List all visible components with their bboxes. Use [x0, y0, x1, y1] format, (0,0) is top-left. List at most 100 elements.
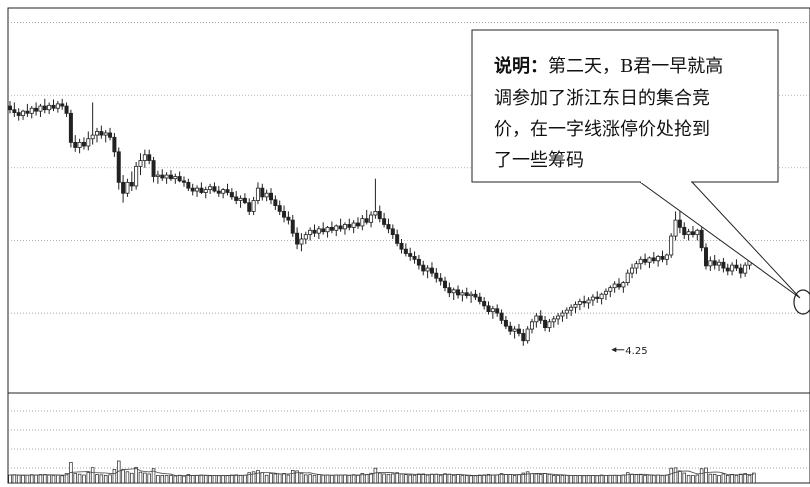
candle-body — [538, 315, 543, 321]
candle-body — [651, 257, 656, 262]
candle — [734, 259, 739, 271]
candle — [273, 195, 278, 210]
volume-bar — [652, 475, 656, 484]
candle — [499, 309, 504, 324]
candle — [334, 224, 339, 237]
volume-bar — [308, 474, 312, 484]
volume-bar — [256, 470, 260, 484]
volume-bar — [512, 475, 517, 484]
volume-bar — [547, 473, 552, 484]
candle — [208, 183, 213, 194]
volume-bar — [573, 475, 578, 484]
volume-bar — [508, 474, 513, 484]
candle-body — [725, 267, 730, 272]
candle-body — [673, 219, 678, 237]
candle — [516, 323, 521, 337]
candle — [129, 171, 134, 192]
candle-body — [551, 318, 556, 323]
volume-bar — [299, 472, 304, 484]
candle-body — [238, 197, 243, 201]
volume-bar — [51, 475, 56, 484]
candle — [247, 198, 252, 216]
volume-bar — [264, 474, 269, 484]
volume-bar — [730, 473, 734, 484]
candle-body — [573, 303, 578, 308]
candles-layer — [7, 98, 756, 346]
candle-body — [55, 103, 60, 109]
volume-bar — [560, 475, 565, 484]
volume-bar — [164, 475, 169, 484]
candle-body — [73, 141, 78, 148]
callout-line-3: 价，在一字线涨停价处抢到 — [494, 119, 710, 140]
volume-bar — [156, 475, 160, 484]
volume-bar — [386, 473, 391, 484]
candle-body — [90, 134, 95, 140]
volume-bar — [525, 471, 530, 484]
volume-bar — [347, 475, 352, 484]
candle — [173, 173, 178, 184]
volume-bar — [482, 474, 486, 484]
candle — [503, 316, 508, 330]
candle-body — [142, 154, 147, 161]
candle-body — [738, 267, 743, 274]
candle — [377, 205, 382, 223]
candle-body — [621, 282, 626, 288]
volume-bar — [591, 475, 595, 484]
volume-bar — [425, 474, 430, 484]
candle-body — [155, 174, 160, 177]
candle-body — [664, 254, 669, 260]
candle — [160, 169, 165, 181]
candle-body — [717, 261, 722, 266]
candle-body — [708, 260, 713, 267]
candle-body — [534, 315, 539, 323]
volume-bar — [695, 474, 700, 484]
volume-bar — [412, 474, 417, 484]
volume-bar — [708, 473, 713, 484]
volume-bar — [660, 475, 665, 484]
candle-body — [399, 242, 404, 250]
candle-body — [530, 321, 535, 330]
volume-bar — [77, 473, 82, 484]
volume-bar — [8, 474, 12, 484]
candle-body — [408, 253, 413, 257]
volume-bar — [469, 475, 473, 484]
volume-bar — [752, 472, 756, 484]
candle — [473, 289, 478, 301]
candle — [460, 289, 465, 302]
candle — [603, 288, 608, 301]
candle-body — [60, 103, 65, 107]
candle — [338, 218, 343, 232]
callout-title: 说明： — [494, 55, 548, 77]
candle — [108, 127, 113, 141]
candle — [255, 182, 260, 205]
candle-body — [112, 136, 117, 153]
candle — [421, 260, 426, 276]
volume-bar — [721, 473, 726, 484]
candle-body — [682, 226, 687, 236]
volume-bar — [221, 475, 225, 484]
candle-body — [264, 192, 269, 198]
volume-bar — [134, 466, 138, 484]
volume-bar — [478, 474, 482, 484]
volume-bar — [99, 474, 104, 484]
candle-body — [730, 264, 735, 272]
candle-body — [421, 264, 426, 272]
volume-bar — [125, 471, 130, 484]
candle — [308, 227, 313, 241]
candle-body — [625, 272, 630, 283]
candle — [704, 243, 709, 270]
candle-body — [564, 309, 569, 314]
candle-body — [630, 267, 635, 274]
candle-body — [47, 104, 52, 111]
candle-body — [543, 319, 548, 329]
volume-bar — [456, 474, 460, 484]
candle-body — [438, 277, 443, 282]
candle-body — [108, 132, 113, 138]
candle — [103, 130, 108, 143]
volume-bar — [338, 474, 343, 484]
candle-body — [508, 325, 513, 332]
candle — [699, 227, 704, 252]
candle-body — [147, 154, 152, 161]
candle-body — [512, 328, 517, 332]
volume-bar — [25, 474, 30, 484]
